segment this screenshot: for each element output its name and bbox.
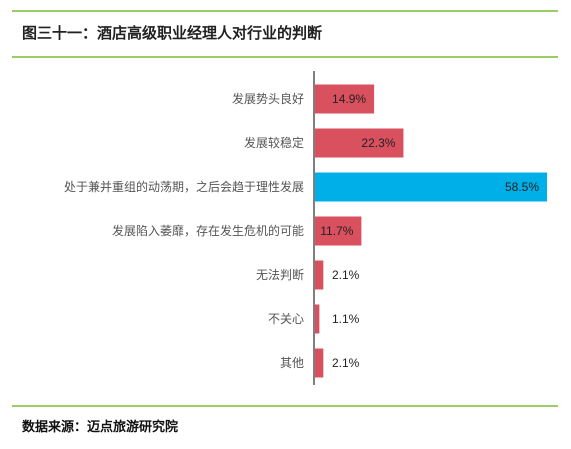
- data-label: 58.5%: [505, 180, 539, 194]
- title-rule: [12, 56, 558, 58]
- data-label: 11.7%: [320, 224, 353, 238]
- source-note: 数据来源：迈点旅游研究院: [22, 420, 179, 435]
- data-label: 2.1%: [332, 356, 360, 370]
- category-label: 发展较稳定: [244, 135, 304, 150]
- category-label: 发展势头良好: [232, 91, 304, 106]
- bar: [315, 128, 404, 158]
- category-label: 其他: [280, 356, 304, 370]
- data-label: 2.1%: [332, 268, 360, 282]
- top-rule: [12, 10, 558, 12]
- category-label: 处于兼并重组的动荡期，之后会趋于理性发展: [64, 179, 304, 194]
- bar: [315, 84, 375, 114]
- bar: [315, 216, 362, 246]
- data-label: 1.1%: [332, 312, 360, 326]
- bar: [315, 304, 320, 334]
- bar: [315, 260, 324, 290]
- data-label: 14.9%: [332, 92, 366, 106]
- bar: [315, 172, 547, 202]
- bar: [315, 348, 324, 378]
- category-label: 发展陷入萎靡，存在发生危机的可能: [112, 223, 304, 238]
- data-label: 22.3%: [361, 136, 395, 150]
- chart-title: 图三十一：酒店高级职业经理人对行业的判断: [22, 24, 323, 42]
- bottom-rule: [12, 405, 558, 407]
- category-label: 无法判断: [256, 267, 304, 282]
- category-label: 不关心: [268, 312, 304, 326]
